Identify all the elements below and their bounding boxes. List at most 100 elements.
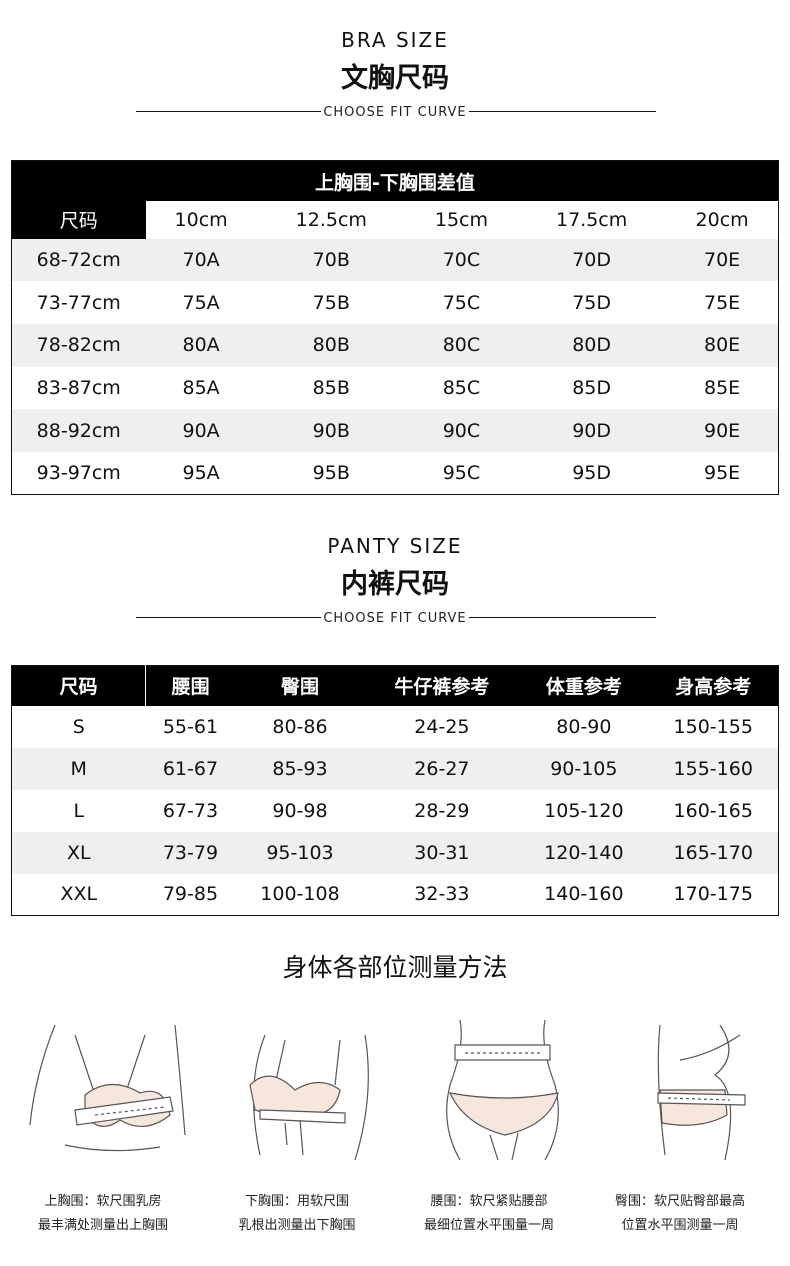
panty-title-zh: 内裤尺码: [341, 569, 449, 600]
panty-title-en: PANTY SIZE: [327, 534, 463, 558]
col-header: 腰围: [145, 665, 236, 706]
table-cell: 90-105: [519, 747, 649, 790]
table-cell: 85A: [182, 376, 220, 399]
table-cell: 90B: [256, 409, 406, 452]
table-row: 73-77cm 75A 75B 75C 75D 75E: [12, 281, 779, 324]
table-cell: 55-61: [162, 715, 219, 738]
table-cell: 80-90: [556, 715, 612, 738]
table-cell: 67-73: [162, 799, 219, 822]
table-cell: 90-98: [272, 799, 328, 822]
measure-caption: 腰围：软尺紧贴腰部 最细位置水平围量一周: [394, 1190, 584, 1238]
table-cell: 170-175: [673, 883, 753, 906]
panty-size-table: 尺码 腰围 臀围 牛仔裤参考 体重参考 身高参考 S 55-61 80-86 24-2…: [11, 665, 779, 916]
caption-line: 下胸围：用软尺围: [244, 1194, 349, 1209]
table-cell: 79-85: [162, 883, 219, 906]
table-row: 93-97cm 95A 95B 95C 95D 95E: [12, 452, 779, 495]
row-label: 68-72cm: [11, 238, 146, 282]
table-cell: 73-79: [145, 831, 236, 874]
table-row: XL 73-79 95-103 30-31 120-140 165-170: [11, 831, 779, 874]
table-cell: 61-67: [145, 747, 236, 790]
table-cell: 100-108: [260, 883, 340, 906]
table-cell: 160-165: [673, 799, 753, 822]
table-cell: 85C: [442, 376, 481, 399]
table-cell: 80D: [517, 323, 667, 367]
bra-size-table: 上胸围-下胸围差值 尺码 10cm 12.5cm 15cm 17.5cm 20c…: [11, 160, 779, 495]
row-label: XXL: [60, 883, 98, 906]
col-header: 尺码: [11, 665, 146, 706]
table-cell: 95C: [442, 461, 481, 484]
caption-line: 最细位置水平围量一周: [423, 1218, 554, 1233]
col-header: 身高参考: [648, 665, 779, 706]
bra-title-zh: 文胸尺码: [341, 63, 449, 94]
table-row: L 67-73 90-98 28-29 105-120 160-165: [12, 790, 779, 832]
col-header: 体重参考: [519, 665, 649, 706]
table-cell: 70C: [405, 238, 518, 282]
col-header: 12.5cm: [295, 208, 367, 231]
measure-title: 身体各部位测量方法: [282, 953, 508, 982]
table-cell: 75E: [704, 291, 741, 314]
caption-line: 最丰满处测量出上胸围: [37, 1218, 168, 1233]
table-cell: 80-86: [272, 715, 328, 738]
table-cell: 155-160: [648, 747, 779, 790]
col-header: 17.5cm: [555, 208, 628, 231]
table-row: 78-82cm 80A 80B 80C 80D 80E: [11, 323, 779, 367]
table-cell: 90A: [145, 409, 257, 452]
caption-line: 臀围：软尺贴臀部最高: [614, 1194, 745, 1209]
bra-curve-divider: CHOOSE FIT CURVE: [0, 101, 790, 121]
table-cell: 24-25: [414, 715, 470, 738]
table-cell: 75A: [182, 291, 220, 314]
measure-caption: 下胸围：用软尺围 乳根出测量出下胸围: [202, 1190, 392, 1238]
table-cell: 30-31: [364, 831, 520, 874]
table-row: M 61-67 85-93 26-27 90-105 155-160: [11, 747, 779, 790]
row-label: S: [72, 715, 85, 738]
row-label: 93-97cm: [36, 461, 121, 484]
table-cell: 95A: [182, 461, 220, 484]
measure-caption: 臀围：软尺贴臀部最高 位置水平围测量一周: [585, 1190, 775, 1238]
table-cell: 85B: [312, 376, 350, 399]
table-cell: 90D: [517, 409, 667, 452]
bra-header: BRA SIZE 文胸尺码 CHOOSE FIT CURVE: [0, 28, 790, 121]
table-cell: 95D: [572, 461, 612, 484]
bust-measure-illustration: [29, 1024, 186, 1152]
row-label: 83-87cm: [36, 376, 121, 399]
col-header: 臀围: [235, 665, 365, 706]
table-cell: 70D: [517, 238, 667, 282]
bra-title-en: BRA SIZE: [341, 28, 449, 52]
table-cell: 80C: [405, 323, 518, 367]
table-row: 88-92cm 90A 90B 90C 90D 90E: [11, 409, 779, 452]
table-cell: 70A: [145, 238, 257, 282]
row-label: XL: [11, 831, 146, 874]
table-cell: 75D: [572, 291, 612, 314]
table-cell: 95E: [704, 461, 741, 484]
row-label: 73-77cm: [36, 291, 121, 314]
bra-table-title: 上胸围-下胸围差值: [11, 160, 779, 202]
hip-measure-illustration: [657, 1024, 746, 1161]
table-cell: 165-170: [648, 831, 779, 874]
col-header: 尺码: [11, 201, 146, 239]
table-cell: 90E: [666, 409, 779, 452]
table-cell: 85-93: [235, 747, 365, 790]
col-header: 牛仔裤参考: [364, 665, 520, 706]
table-cell: 70B: [256, 238, 406, 282]
table-cell: 140-160: [544, 883, 624, 906]
table-cell: 150-155: [673, 715, 753, 738]
table-cell: 75C: [442, 291, 481, 314]
caption-line: 乳根出测量出下胸围: [238, 1218, 356, 1233]
table-cell: 80E: [666, 323, 779, 367]
row-label: 78-82cm: [11, 323, 146, 367]
table-cell: 70E: [666, 238, 779, 282]
table-cell: 95-103: [235, 831, 365, 874]
curve-label: CHOOSE FIT CURVE: [321, 105, 469, 120]
row-label: M: [11, 747, 146, 790]
table-cell: 85E: [704, 376, 741, 399]
table-cell: 80B: [256, 323, 406, 367]
table-cell: 32-33: [414, 883, 470, 906]
table-cell: 75B: [312, 291, 350, 314]
table-cell: 85D: [572, 376, 612, 399]
table-cell: 95B: [312, 461, 350, 484]
table-cell: 105-120: [544, 799, 624, 822]
caption-line: 上胸围：软尺围乳房: [44, 1194, 162, 1209]
table-cell: 28-29: [414, 799, 470, 822]
table-row: 83-87cm 85A 85B 85C 85D 85E: [12, 367, 779, 410]
table-row: XXL 79-85 100-108 32-33 140-160 170-175: [12, 874, 779, 916]
